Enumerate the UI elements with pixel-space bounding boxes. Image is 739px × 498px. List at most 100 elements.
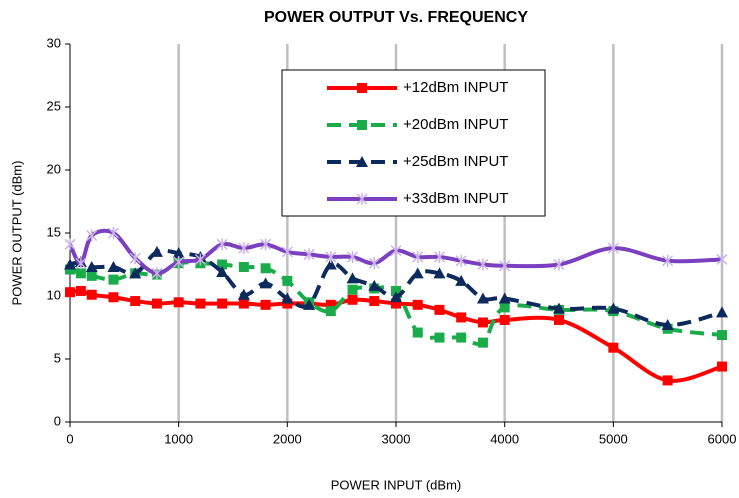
marker: [412, 299, 423, 310]
marker: [662, 375, 673, 386]
marker: [477, 337, 488, 348]
marker: [456, 332, 467, 343]
marker: [412, 250, 424, 263]
marker: [499, 302, 510, 313]
marker: [717, 361, 727, 372]
marker: [716, 253, 728, 266]
marker: [195, 298, 206, 309]
marker: [173, 297, 184, 308]
marker: [259, 277, 272, 289]
marker: [75, 285, 86, 296]
marker: [260, 299, 271, 310]
x-tick-label: 3000: [382, 431, 411, 446]
y-axis-label: POWER OUTPUT (dBm): [9, 161, 24, 306]
x-tick-label: 2000: [273, 431, 302, 446]
x-tick-label: 6000: [708, 431, 737, 446]
marker: [434, 304, 445, 315]
marker: [282, 275, 293, 286]
marker: [476, 292, 489, 304]
x-axis-label: POWER INPUT (dBm): [331, 477, 462, 492]
marker: [86, 289, 97, 300]
marker: [607, 242, 619, 255]
marker: [238, 242, 250, 255]
marker: [64, 258, 76, 270]
legend: [281, 69, 546, 217]
marker: [412, 327, 423, 338]
marker: [390, 291, 402, 303]
marker: [217, 298, 228, 309]
marker: [553, 302, 565, 314]
x-tick-label: 1000: [164, 431, 193, 446]
marker: [356, 156, 368, 167]
marker: [662, 254, 674, 267]
marker: [325, 306, 336, 317]
marker: [281, 292, 294, 304]
x-tick-label: 5000: [599, 431, 628, 446]
marker: [411, 267, 424, 279]
marker: [64, 238, 76, 251]
marker: [217, 259, 228, 270]
marker: [282, 298, 293, 309]
marker: [608, 342, 619, 353]
marker: [150, 245, 163, 257]
marker: [368, 279, 381, 291]
marker: [260, 263, 271, 274]
legend-label: +20dBm INPUT: [403, 116, 508, 133]
legend-label: +25dBm INPUT: [403, 153, 508, 170]
marker: [107, 227, 119, 239]
marker: [554, 314, 564, 325]
marker: [433, 250, 445, 263]
marker: [129, 267, 142, 279]
marker: [65, 264, 75, 275]
y-tick-label: 10: [47, 287, 61, 302]
marker: [553, 258, 565, 271]
marker: [499, 314, 510, 325]
marker: [607, 302, 620, 314]
marker: [172, 247, 185, 259]
x-tick-label: 0: [66, 431, 73, 446]
marker: [357, 120, 367, 130]
marker: [151, 298, 162, 309]
marker: [173, 255, 185, 268]
legend-label: +33dBm INPUT: [403, 190, 508, 207]
marker: [86, 229, 98, 242]
marker: [75, 257, 87, 270]
marker: [325, 299, 336, 310]
y-tick-label: 5: [54, 350, 61, 365]
marker: [85, 261, 98, 273]
marker: [477, 317, 488, 328]
marker: [107, 261, 120, 273]
marker: [499, 259, 511, 272]
marker: [151, 267, 163, 280]
marker: [455, 274, 468, 286]
y-tick-label: 25: [47, 98, 61, 113]
marker: [433, 267, 446, 279]
y-tick-label: 20: [47, 161, 61, 176]
marker: [347, 294, 358, 305]
marker: [391, 285, 401, 296]
y-tick-label: 30: [47, 35, 61, 50]
marker: [303, 298, 316, 310]
marker: [75, 268, 86, 279]
marker: [216, 238, 228, 251]
marker: [130, 296, 141, 307]
marker: [86, 270, 97, 281]
marker: [456, 312, 467, 323]
marker: [216, 266, 229, 278]
marker: [303, 248, 315, 261]
marker: [237, 288, 250, 300]
marker: [369, 296, 380, 307]
marker: [357, 83, 367, 93]
marker: [498, 292, 511, 304]
marker: [390, 244, 402, 257]
marker: [325, 250, 337, 263]
marker: [368, 257, 380, 270]
marker: [238, 262, 249, 273]
marker: [477, 258, 489, 271]
marker: [346, 272, 359, 284]
marker: [260, 238, 272, 251]
marker: [356, 193, 368, 205]
marker: [65, 287, 75, 298]
marker: [194, 253, 206, 266]
